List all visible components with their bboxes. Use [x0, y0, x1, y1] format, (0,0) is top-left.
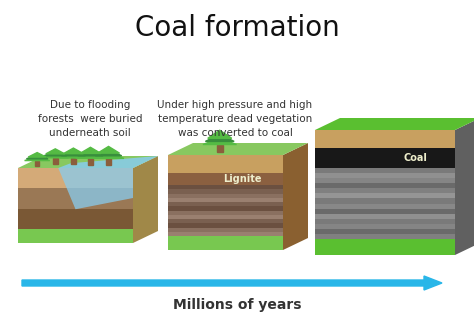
Polygon shape [46, 149, 65, 154]
Polygon shape [95, 150, 122, 156]
Polygon shape [168, 232, 283, 236]
Polygon shape [98, 146, 119, 153]
Polygon shape [168, 206, 283, 211]
Polygon shape [315, 183, 455, 188]
Polygon shape [58, 156, 158, 168]
Polygon shape [28, 153, 46, 157]
Text: Due to flooding
forests  were buried
underneath soil: Due to flooding forests were buried unde… [38, 100, 142, 138]
Polygon shape [315, 178, 455, 183]
Polygon shape [168, 155, 283, 173]
Polygon shape [42, 154, 69, 158]
Polygon shape [168, 202, 283, 206]
Bar [53, 158, 58, 164]
Polygon shape [315, 229, 455, 234]
Text: Coal: Coal [404, 153, 428, 163]
Polygon shape [455, 118, 474, 255]
FancyArrow shape [22, 276, 442, 290]
Polygon shape [315, 234, 455, 239]
Polygon shape [78, 150, 103, 156]
Polygon shape [58, 168, 133, 209]
Polygon shape [62, 151, 85, 156]
Polygon shape [76, 153, 105, 158]
Polygon shape [315, 209, 455, 213]
Polygon shape [315, 239, 455, 255]
Polygon shape [315, 148, 455, 168]
Polygon shape [44, 151, 67, 156]
Polygon shape [27, 155, 48, 159]
Polygon shape [315, 168, 455, 173]
Bar [71, 158, 76, 164]
Polygon shape [18, 156, 158, 168]
Polygon shape [168, 227, 283, 232]
Polygon shape [168, 173, 283, 185]
Polygon shape [168, 198, 283, 202]
Polygon shape [168, 215, 283, 219]
Polygon shape [208, 130, 232, 138]
Polygon shape [59, 154, 87, 158]
Polygon shape [315, 219, 455, 224]
Polygon shape [168, 211, 283, 215]
Polygon shape [93, 153, 124, 159]
Text: Under high pressure and high
temperature dead vegetation
was converted to coal: Under high pressure and high temperature… [157, 100, 312, 138]
Polygon shape [315, 188, 455, 193]
Polygon shape [315, 213, 455, 219]
Polygon shape [315, 204, 455, 209]
Polygon shape [168, 236, 283, 250]
Polygon shape [315, 224, 455, 229]
Text: Coal formation: Coal formation [135, 14, 339, 42]
Polygon shape [315, 130, 455, 148]
Polygon shape [80, 147, 101, 154]
Polygon shape [168, 194, 283, 198]
Polygon shape [18, 229, 133, 243]
Polygon shape [18, 209, 133, 229]
Text: Lignite: Lignite [224, 174, 262, 184]
Text: Millions of years: Millions of years [173, 298, 301, 312]
Polygon shape [315, 118, 474, 130]
Polygon shape [315, 193, 455, 198]
Polygon shape [168, 189, 283, 194]
Polygon shape [205, 134, 234, 141]
Polygon shape [203, 138, 237, 145]
Polygon shape [168, 223, 283, 227]
Polygon shape [315, 198, 455, 204]
Polygon shape [283, 143, 308, 250]
Polygon shape [18, 188, 133, 209]
Polygon shape [168, 219, 283, 223]
Bar [217, 145, 223, 152]
Polygon shape [133, 156, 158, 243]
Bar [106, 159, 111, 165]
Polygon shape [25, 157, 50, 161]
Bar [35, 161, 39, 166]
Polygon shape [168, 143, 308, 155]
Polygon shape [168, 185, 283, 189]
Bar [88, 158, 93, 165]
Polygon shape [315, 173, 455, 178]
Polygon shape [18, 168, 133, 188]
Polygon shape [64, 148, 83, 154]
